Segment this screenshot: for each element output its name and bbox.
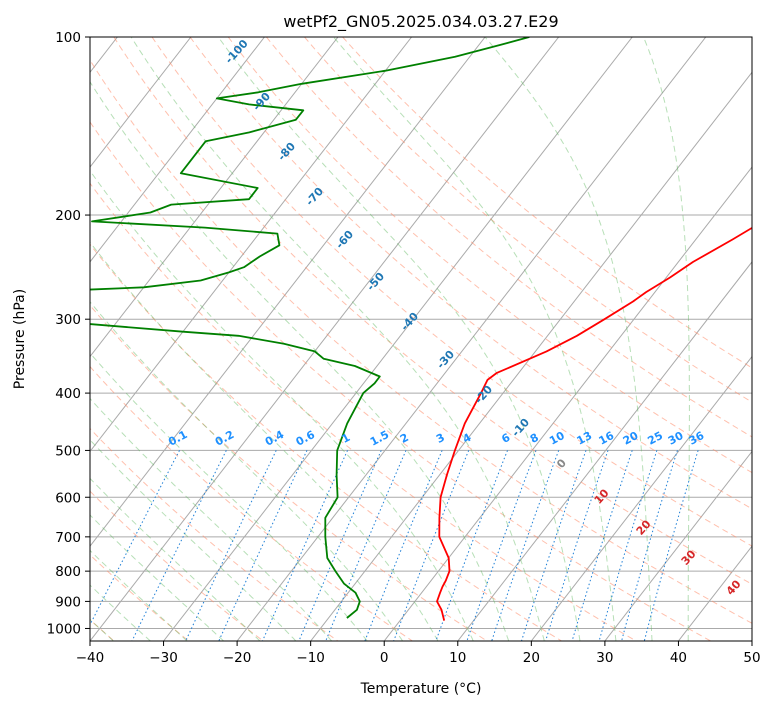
mixing-ratio-line: [545, 450, 609, 641]
x-tick-label: −20: [223, 650, 252, 666]
profile-lines: [90, 37, 752, 621]
y-tick-label: 400: [55, 386, 81, 402]
y-tick-label: 600: [55, 490, 81, 506]
mixing-ratio-line: [131, 450, 227, 641]
x-axis-title: Temperature (°C): [360, 681, 482, 697]
moist-adiabat-line: [484, 37, 653, 641]
y-tick-label: 100: [55, 30, 81, 46]
isotherm-line: [90, 37, 192, 168]
mixing-ratio-line: [598, 450, 658, 641]
dry-adiabat-line: [342, 37, 752, 369]
x-tick-label: 40: [670, 650, 687, 666]
x-tick-label: 30: [596, 650, 613, 666]
dry-adiabat-line: [304, 37, 752, 403]
moist-adiabat-line: [90, 439, 297, 641]
isotherm-line: [236, 37, 707, 641]
chart-title: wetPf2_GN05.2025.034.03.27.E29: [283, 12, 558, 32]
isotherm-line: [604, 450, 752, 641]
mixing-ratio-line: [491, 450, 560, 641]
mixing-ratio-line: [298, 450, 382, 641]
y-tick-label: 200: [55, 208, 81, 224]
y-tick-label: 800: [55, 564, 81, 580]
mixing-ratio-line: [466, 450, 537, 641]
dewpoint-line: [90, 37, 530, 619]
dry-adiabat-line: [90, 243, 562, 641]
x-tick-label: −30: [149, 650, 178, 666]
mixing-ratio-line: [571, 450, 633, 641]
mixing-ratio-line: [521, 450, 587, 641]
mixing-ratio-line: [643, 450, 699, 641]
isotherm-line: [90, 37, 486, 547]
mixing-ratio-label: 13: [575, 429, 595, 448]
dry-adiabat-line: [90, 304, 488, 641]
moist-adiabat-line: [643, 37, 690, 641]
temperature-line: [436, 226, 752, 621]
axes: −40 −30 −20 −10 0 10 20 30 40 50 1000 900 800 700 600 5…: [47, 30, 761, 666]
dry-adiabat-line: [90, 59, 752, 624]
plot-frame: [89, 36, 753, 642]
mixing-ratio-label: 30: [666, 429, 686, 448]
y-axis-title: Pressure (hPa): [12, 289, 28, 389]
x-tick-label: −10: [296, 650, 325, 666]
mixing-ratio-label: 16: [597, 429, 617, 448]
dry-adiabat-line: [151, 37, 752, 547]
moist-adiabat-line: [90, 584, 151, 641]
mixing-ratio-label: 25: [645, 429, 665, 448]
mixing-ratio-label: 20: [621, 429, 641, 448]
y-tick-label: 900: [55, 594, 81, 610]
isotherm-line: [90, 37, 339, 358]
mixing-ratio-label: 36: [687, 429, 707, 448]
moist-adiabat-line: [90, 301, 404, 641]
moist-adiabat-line: [90, 80, 510, 641]
moist-adiabat-line: [333, 37, 617, 641]
mixing-ratio-line: [325, 450, 407, 641]
dry-adiabat-line: [227, 37, 752, 474]
moist-adiabat-line: [90, 241, 439, 641]
dry-adiabat-line: [90, 490, 264, 641]
x-tick-label: 0: [380, 650, 389, 666]
moist-adiabat-line: [217, 37, 581, 641]
mixing-ratio-line: [218, 450, 308, 641]
dry-adiabat-line: [113, 37, 752, 585]
isotherm-line: [530, 355, 752, 641]
y-tick-label: 300: [55, 312, 81, 328]
isotherm-line: [457, 261, 752, 641]
dry-adiabat-line: [266, 37, 752, 438]
moist-adiabat-line: [90, 169, 474, 641]
isotherm-line: [163, 37, 633, 641]
y-tick-label: 500: [55, 443, 81, 459]
x-tick-label: 20: [523, 650, 540, 666]
mixing-ratio-line: [621, 450, 678, 641]
y-tick-label: 700: [55, 530, 81, 546]
moist-adiabat-line: [130, 37, 545, 641]
dry-adiabat-line: [90, 365, 413, 641]
isotherm-line: [310, 71, 752, 641]
x-tick-label: 50: [743, 650, 760, 666]
mixing-ratio-label: 10: [547, 429, 567, 448]
x-tick-label: 10: [449, 650, 466, 666]
mixing-ratio-line: [262, 450, 348, 641]
moist-adiabat-line: [90, 352, 368, 641]
y-tick-label: 1000: [47, 621, 81, 637]
isotherm-line: [383, 166, 752, 641]
background-lines: [90, 37, 752, 641]
isotherm-line: [90, 37, 412, 453]
moist-adiabat-line: [90, 397, 333, 641]
isotherm-line: [90, 37, 560, 641]
x-tick-label: −40: [76, 650, 105, 666]
